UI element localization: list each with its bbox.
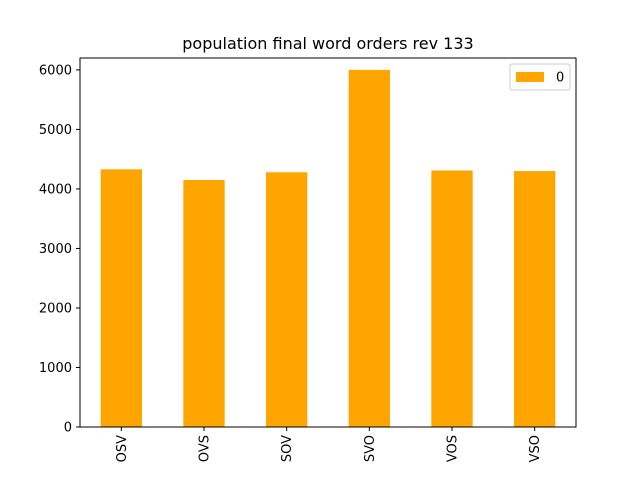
- bar-sov: [266, 172, 308, 427]
- axes-layer: 0 1000 2000 3000 4000 5000 6000 OSV OVS SOV SVO VOS…: [39, 57, 577, 462]
- bar-ovs: [183, 180, 225, 427]
- legend-swatch: [516, 72, 544, 82]
- legend: 0: [509, 63, 571, 91]
- y-tick-label: 5000: [39, 123, 72, 138]
- y-tick-label: 4000: [39, 182, 72, 197]
- plot-frame: [79, 57, 577, 428]
- x-tick-label: SVO: [363, 435, 378, 462]
- bar-vos: [431, 170, 473, 428]
- y-tick-label: 3000: [39, 242, 72, 257]
- bars-layer: [100, 69, 556, 428]
- x-tick-label: OVS: [198, 435, 213, 462]
- x-tick-label: VSO: [528, 435, 543, 462]
- x-tick-label: SOV: [280, 435, 295, 462]
- bar-svo: [348, 69, 390, 428]
- legend-label: 0: [556, 71, 564, 86]
- bar-vso: [514, 171, 556, 427]
- y-tick-label: 0: [64, 421, 72, 436]
- y-tick-label: 6000: [39, 63, 72, 78]
- chart-title: population final word orders rev 133: [182, 34, 473, 53]
- x-tick-label: VOS: [446, 435, 461, 462]
- y-tick-label: 1000: [39, 361, 72, 376]
- y-tick-label: 2000: [39, 301, 72, 316]
- x-tick-label: OSV: [115, 435, 130, 462]
- bar-osv: [100, 169, 142, 428]
